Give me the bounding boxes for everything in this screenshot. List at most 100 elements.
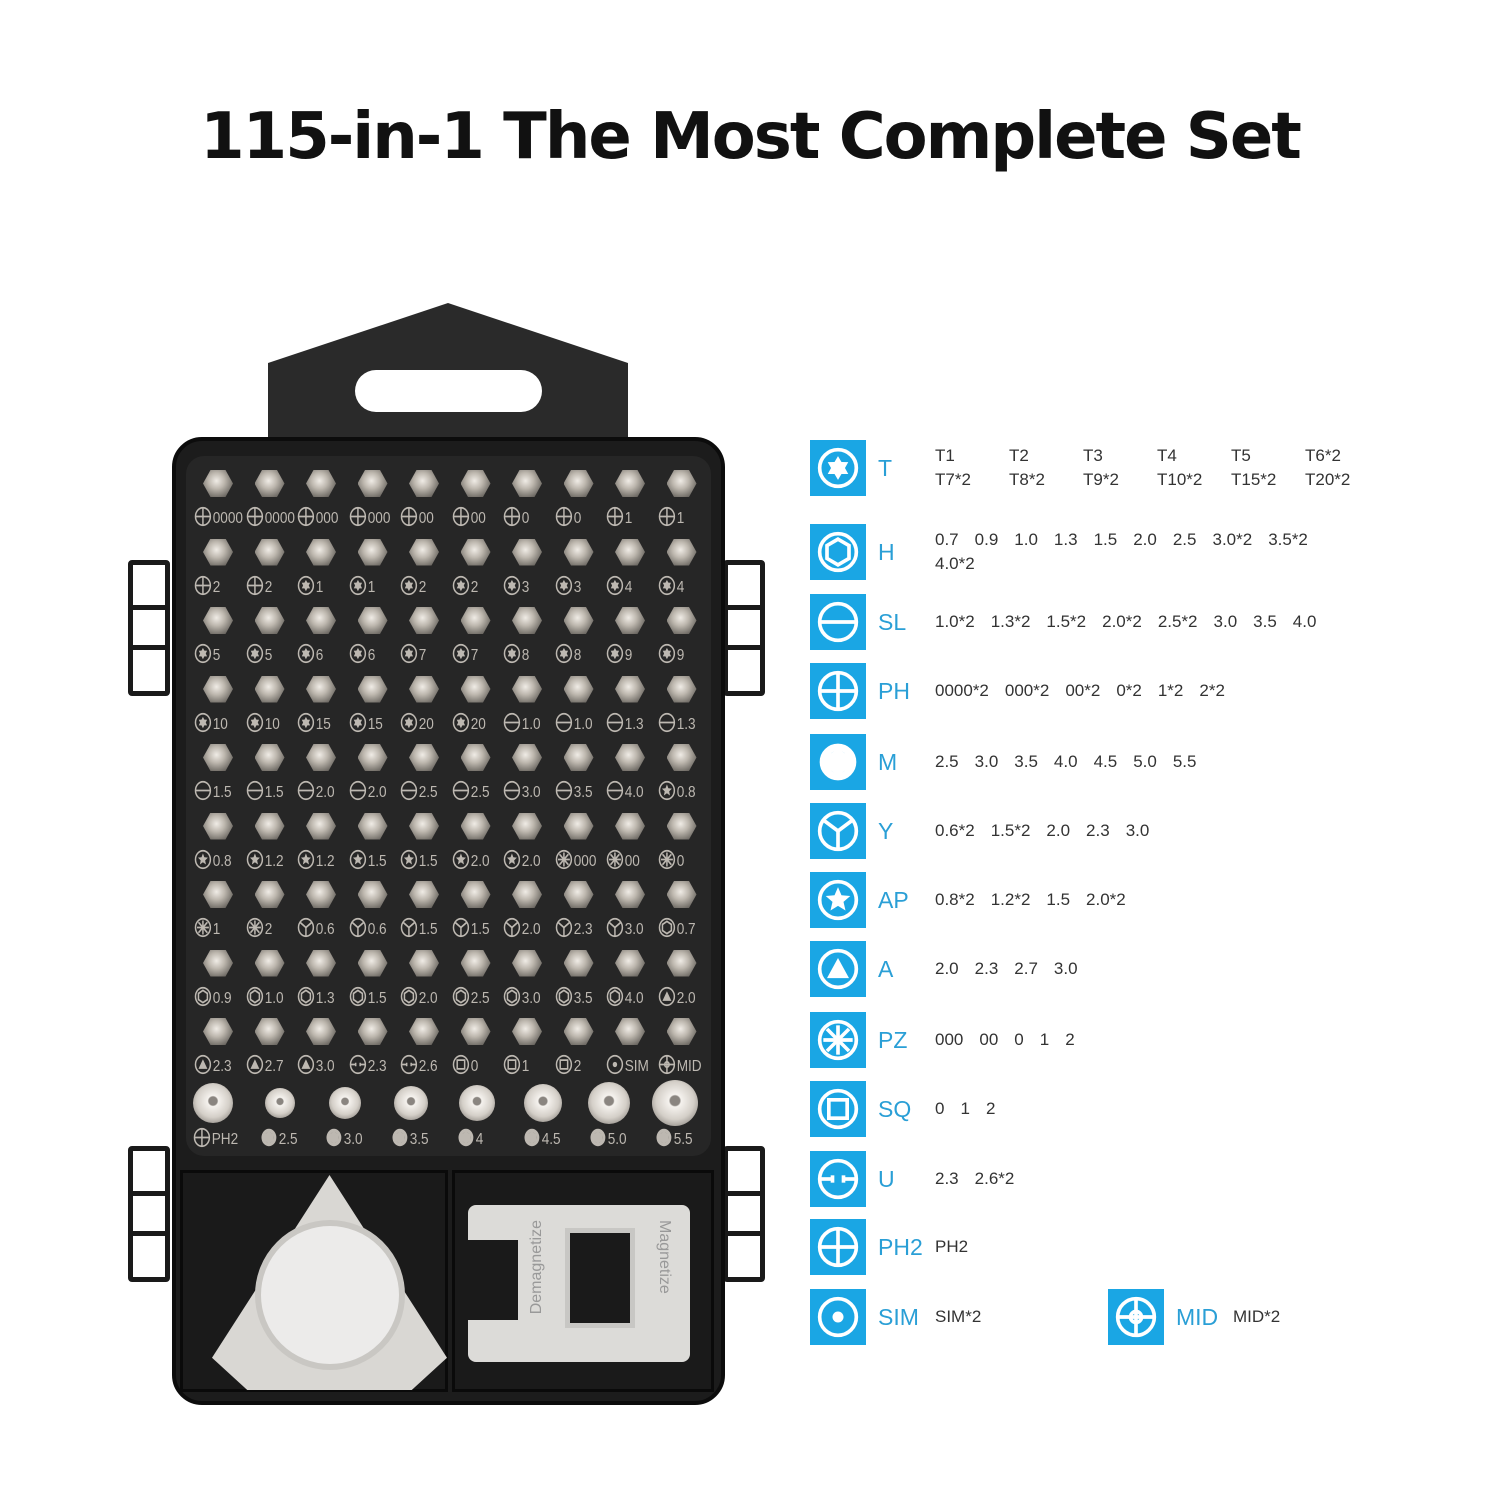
torx-icon — [194, 643, 212, 669]
legend-value: 3.0 — [1125, 821, 1150, 840]
legend-type: SQ — [878, 1095, 912, 1122]
bit-size: 1.5 — [367, 852, 387, 870]
legend-value: T9*2 — [1083, 470, 1119, 489]
screwdriver-bit — [409, 881, 439, 908]
legend-value: 2.5 — [935, 752, 959, 771]
torx-icon — [452, 712, 470, 738]
bit-label: 0.9 — [194, 986, 232, 1012]
bit-label: 8 — [555, 643, 581, 669]
phillips-icon — [349, 506, 367, 532]
bit-size: 9 — [676, 647, 684, 664]
legend-value: 2.0*2 — [1102, 612, 1142, 631]
bit-label: 0.6 — [349, 917, 386, 943]
legend-row-ap: AP 0.8*2 1.2*2 1.5 2.0*2 — [810, 872, 1375, 928]
screwdriver-bit — [203, 538, 233, 566]
legend-value: 0.7 — [935, 530, 959, 549]
hex-icon — [400, 986, 418, 1012]
screwdriver-bit — [254, 744, 285, 771]
screwdriver-bit — [460, 470, 491, 497]
bit-size: 3.0 — [315, 1058, 335, 1075]
legend-value: 000*2 — [1004, 681, 1050, 700]
bit-label: 5 — [194, 643, 220, 669]
legend-value: 3.0 — [1213, 612, 1238, 631]
bit-size: 1.5 — [212, 784, 232, 801]
pozidriv-icon — [555, 849, 573, 875]
bit-label: 10 — [246, 712, 279, 738]
legend-value: T20*2 — [1305, 470, 1351, 489]
torx-icon — [555, 643, 573, 669]
bit-size: 2.5 — [470, 989, 490, 1007]
bit-size: 4.0 — [624, 989, 644, 1007]
legend-value: T5 — [1231, 446, 1251, 465]
bit-label: 2 — [246, 575, 272, 601]
bit-size: 00 — [624, 852, 640, 870]
screwdriver-bit — [563, 744, 594, 771]
phillips-icon — [810, 1219, 866, 1275]
bit-size: 6 — [315, 647, 324, 664]
bit-label: 5 — [246, 643, 272, 669]
bit-label: 3.5 — [555, 780, 593, 806]
bit-label: 2.0 — [658, 986, 695, 1012]
screwdriver-bit — [306, 949, 336, 977]
legend-row-sl: SL 1.0*2 1.3*2 1.5*2 2.0*2 2.5*2 3.0 3.5 4.0 — [810, 594, 1375, 650]
u-type-icon — [349, 1054, 367, 1080]
socket-icon — [810, 734, 866, 790]
bit-label: 0.8 — [658, 780, 696, 806]
bit-label: 1.5 — [349, 986, 386, 1012]
torx-icon — [297, 643, 315, 669]
screwdriver-bit — [409, 812, 439, 840]
bit-label: 9 — [658, 643, 684, 669]
legend-value: 1.2*2 — [990, 890, 1031, 909]
legend-values: 2.0 2.3 2.7 3.0 — [935, 959, 1375, 979]
square-icon — [452, 1054, 470, 1080]
legend-row-u: U 2.3 2.6*2 — [810, 1151, 1375, 1207]
legend-type: PH2 — [878, 1233, 923, 1260]
bit-size: 1 — [212, 921, 221, 938]
bit-label: 4 — [658, 575, 684, 601]
bit-size: 0 — [676, 852, 684, 870]
torx-icon — [246, 643, 264, 669]
screwdriver-bit — [409, 607, 439, 634]
phillips-icon — [658, 506, 676, 532]
bit-label: 1 — [503, 1054, 529, 1080]
screwdriver-bit — [460, 607, 491, 634]
socket-label: PH2 — [193, 1127, 238, 1153]
bit-label: 1.5 — [194, 780, 232, 806]
screwdriver-bit — [306, 1018, 336, 1045]
socket-size: 4.5 — [541, 1131, 561, 1148]
screwdriver-bit — [666, 949, 697, 977]
torx-icon — [194, 712, 212, 738]
bit-size: 1 — [367, 578, 375, 596]
bit-label: 1.5 — [400, 917, 438, 943]
screwdriver-bit — [615, 675, 645, 703]
bit-label: 3.5 — [555, 986, 593, 1012]
torx-icon — [297, 575, 315, 601]
bit-size: 3.0 — [624, 921, 644, 938]
bit-size: 1.5 — [264, 784, 284, 801]
bit-size: 3.5 — [573, 989, 593, 1007]
legend-row-ph2: PH2 PH2 — [810, 1219, 1375, 1275]
screwdriver-bit — [512, 881, 542, 908]
legend-value: 2.3 — [935, 1169, 959, 1188]
slotted-icon — [606, 780, 624, 806]
legend-value: 0 — [1014, 1030, 1024, 1049]
bit-label: SIM — [606, 1054, 649, 1080]
legend-value: 1.0*2 — [935, 612, 975, 631]
mid-icon — [1108, 1289, 1164, 1345]
legend-value: 2.3 — [1086, 821, 1110, 840]
legend-values: 0000*2 000*2 00*2 0*2 1*2 2*2 — [935, 681, 1375, 701]
bit-size: 3.5 — [573, 784, 593, 801]
bit-size: 0.8 — [676, 784, 696, 801]
socket-size: PH2 — [211, 1131, 239, 1148]
bit-size: 4.0 — [624, 784, 644, 801]
screwdriver-bit — [357, 470, 388, 497]
legend-value: 2.3 — [974, 959, 999, 978]
pentalobe-icon — [503, 849, 521, 875]
socket-label: 2.5 — [260, 1127, 298, 1153]
legend-value: 000 — [935, 1030, 964, 1049]
screwdriver-bit — [306, 675, 336, 703]
phillips-icon — [246, 575, 264, 601]
bit-label: 3.0 — [297, 1054, 335, 1080]
hex-icon — [246, 986, 264, 1012]
legend-values: 2.5 3.0 3.5 4.0 4.5 5.0 5.5 — [935, 752, 1375, 772]
